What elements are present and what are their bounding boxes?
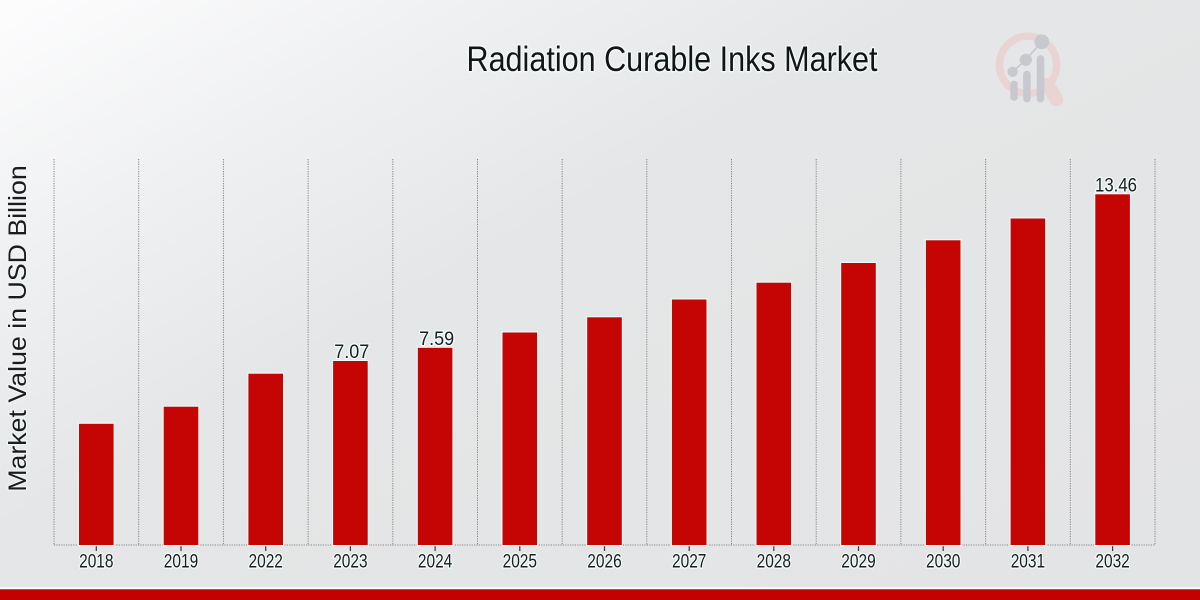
svg-text:2024: 2024 [418,552,453,573]
svg-text:2023: 2023 [333,552,367,573]
svg-text:Market Value in USD Billion: Market Value in USD Billion [5,165,32,492]
svg-text:2030: 2030 [926,552,960,573]
svg-text:Radiation Curable Inks Market: Radiation Curable Inks Market [467,39,878,79]
svg-text:7.59: 7.59 [419,328,454,350]
svg-text:2022: 2022 [249,552,283,573]
svg-text:2028: 2028 [757,552,791,573]
svg-text:13.46: 13.46 [1095,174,1137,196]
svg-text:2018: 2018 [79,552,113,573]
svg-text:2029: 2029 [841,552,875,573]
svg-text:2019: 2019 [164,552,198,573]
svg-text:2031: 2031 [1011,552,1045,573]
svg-text:7.07: 7.07 [334,341,369,363]
svg-text:2032: 2032 [1095,552,1129,573]
svg-text:2026: 2026 [587,552,621,573]
svg-text:2025: 2025 [503,552,537,573]
svg-text:2027: 2027 [672,552,706,573]
